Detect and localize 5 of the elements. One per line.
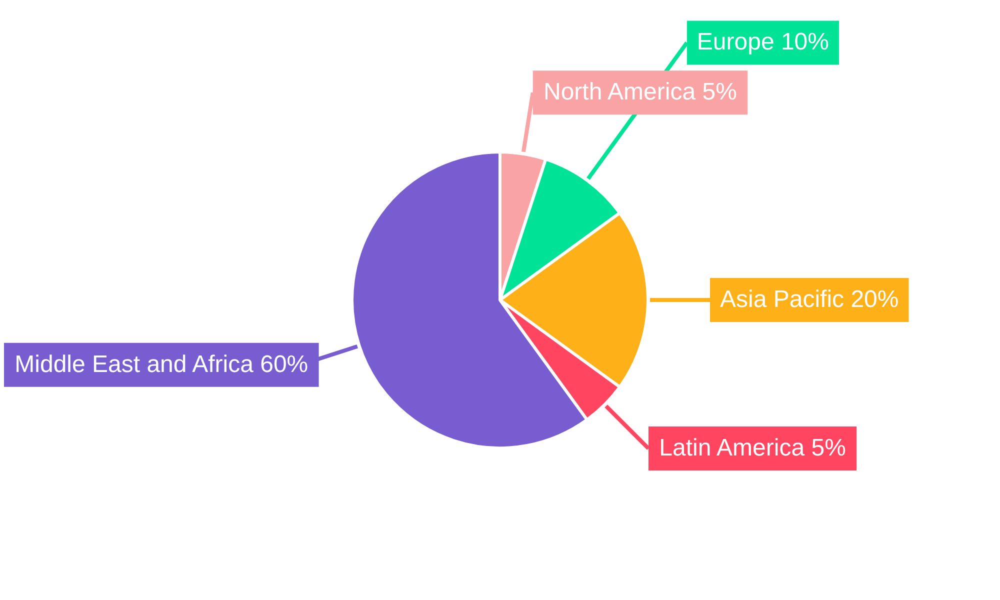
slice-label: North America 5% <box>544 78 737 106</box>
slice-label: Middle East and Africa 60% <box>14 350 308 378</box>
slice-label: Europe 10% <box>696 28 829 56</box>
slice-label: Latin America 5% <box>659 434 846 462</box>
slice-label: Asia Pacific 20% <box>720 286 899 313</box>
